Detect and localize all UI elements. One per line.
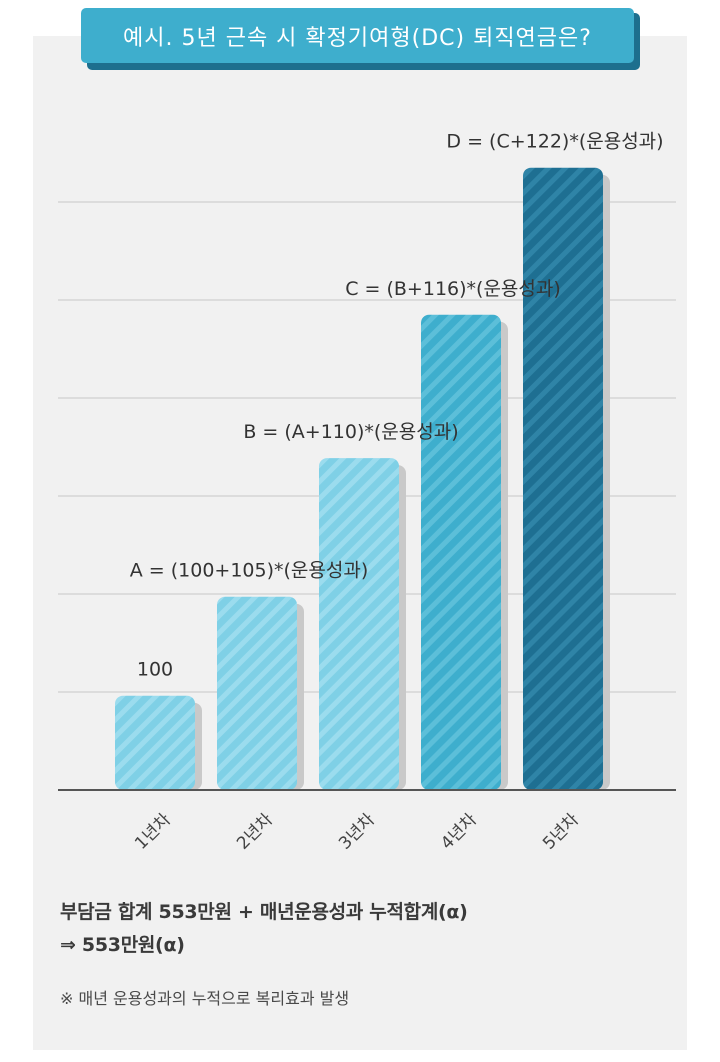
bars [115,167,610,790]
bar-value-label: D = (C+122)*(운용성과) [446,131,663,153]
bar-3 [319,458,399,790]
category-label: 2년차 [233,810,277,854]
bar-value-label: B = (A+110)*(운용성과) [243,421,458,443]
category-label: 4년차 [437,810,481,854]
summary: 부담금 합계 553만원 + 매년운용성과 누적합계(α) ⇒ 553만원(α) [60,896,468,962]
bar-4 [421,314,501,790]
bar-value-label: 100 [137,659,173,681]
category-label: 3년차 [335,810,379,854]
bar-chart: 100 1년차 A = (100+105)*(운용성과) 2년차 B = (A+110)… [58,131,676,854]
category-label: 1년차 [131,810,175,854]
summary-line-1: 부담금 합계 553만원 + 매년운용성과 누적합계(α) [60,901,468,923]
category-label: 5년차 [539,810,583,854]
bar-value-label: C = (B+116)*(운용성과) [345,278,561,300]
bar-1 [115,695,195,790]
chart-title: 예시. 5년 근속 시 확정기여형(DC) 퇴직연금은? [81,8,634,63]
bar-5 [523,167,603,790]
bar-2 [217,596,297,790]
footnote: ※ 매년 운용성과의 누적으로 복리효과 발생 [60,989,350,1008]
summary-line-2: ⇒ 553만원(α) [60,934,185,956]
bar-value-label: A = (100+105)*(운용성과) [130,560,369,582]
